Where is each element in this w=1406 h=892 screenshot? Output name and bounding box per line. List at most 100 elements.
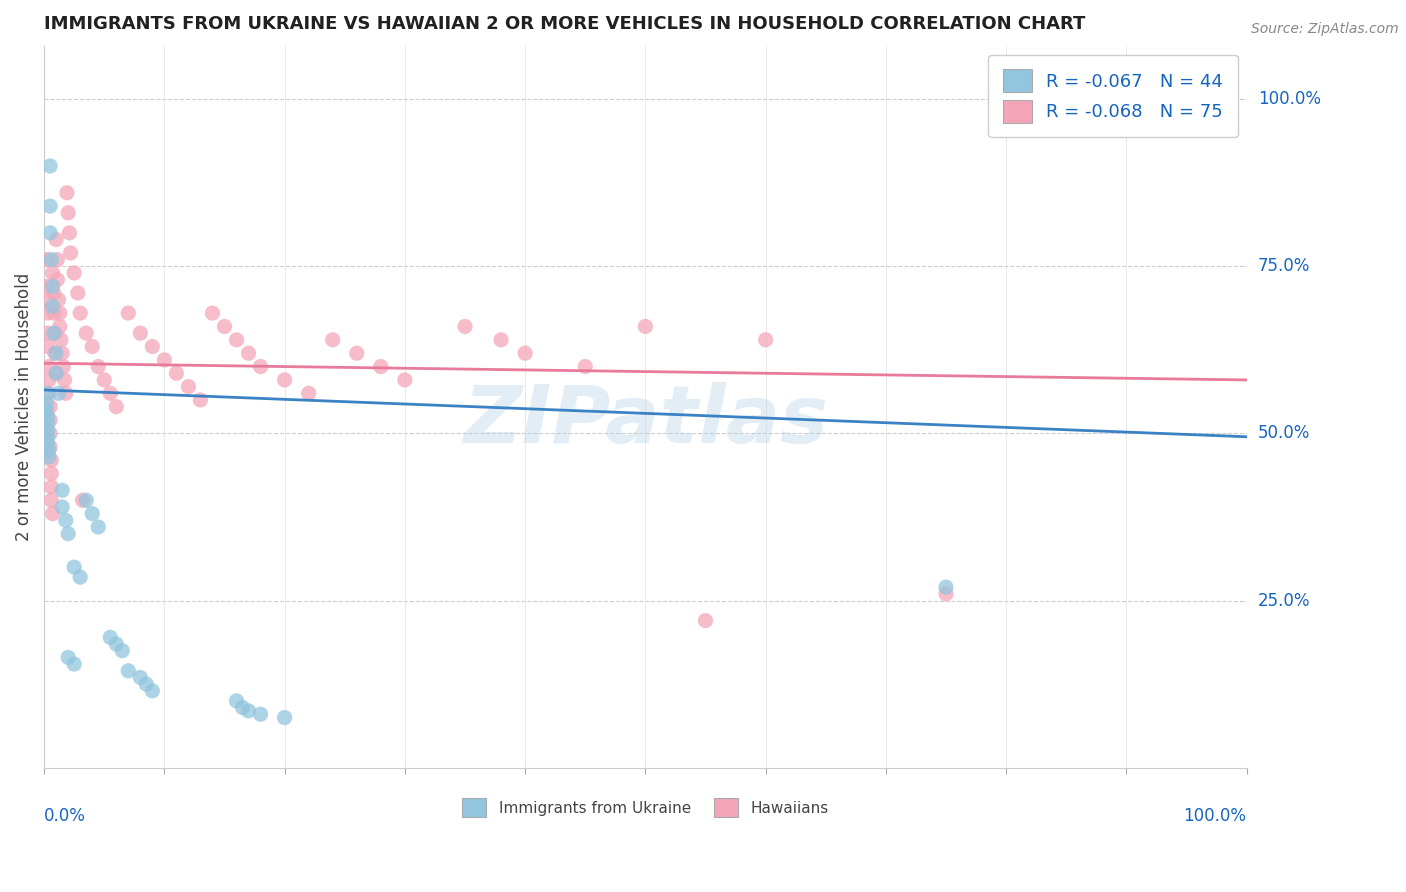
Point (82, 339, 104, 353)
Point (37, 417, 59, 431)
Point (37, 436, 59, 450)
Text: Source: ZipAtlas.com: Source: ZipAtlas.com (1251, 22, 1399, 37)
Point (53, 373, 76, 387)
Point (41, 453, 63, 467)
Point (45, 233, 67, 247)
Point (38, 359, 60, 374)
Point (489, 333, 512, 347)
Legend: Immigrants from Ukraine, Hawaiians: Immigrants from Ukraine, Hawaiians (454, 790, 837, 825)
Point (41, 279, 63, 293)
Point (46, 273, 69, 287)
Point (51, 346, 73, 360)
Point (63, 266, 86, 280)
Point (141, 339, 163, 353)
Point (273, 710, 295, 724)
Point (37, 430, 59, 444)
Point (51, 483, 73, 498)
Point (249, 707, 271, 722)
Point (56, 526, 79, 541)
Text: IMMIGRANTS FROM UKRAINE VS HAWAIIAN 2 OR MORE VEHICLES IN HOUSEHOLD CORRELATION : IMMIGRANTS FROM UKRAINE VS HAWAIIAN 2 OR… (44, 15, 1085, 33)
Point (44, 326, 66, 340)
Point (48, 293, 70, 307)
Point (41, 266, 63, 280)
Point (39, 413, 62, 427)
Point (249, 359, 271, 374)
Point (574, 359, 596, 374)
Point (42, 306, 65, 320)
Point (98, 631, 121, 645)
Point (129, 326, 152, 340)
Point (454, 319, 477, 334)
Point (322, 333, 344, 347)
Point (87, 520, 110, 534)
Point (38, 373, 60, 387)
Point (105, 637, 128, 651)
Point (42, 286, 65, 301)
Point (56, 186, 79, 200)
Point (39, 226, 62, 240)
Text: ZIPatlas: ZIPatlas (463, 382, 828, 460)
Point (165, 366, 187, 380)
Point (238, 346, 260, 360)
Point (37, 306, 59, 320)
Point (37, 326, 59, 340)
Point (117, 306, 139, 320)
Point (98, 386, 121, 401)
Point (298, 386, 321, 401)
Point (38, 443, 60, 458)
Point (41, 300, 63, 314)
Point (63, 560, 86, 574)
Point (231, 700, 253, 714)
Point (37, 409, 59, 424)
Text: 25.0%: 25.0% (1258, 591, 1310, 609)
Point (634, 319, 657, 334)
Point (41, 467, 63, 481)
Point (141, 683, 163, 698)
Point (129, 670, 152, 684)
Point (346, 346, 368, 360)
Point (695, 614, 717, 628)
Point (39, 426, 62, 441)
Point (42, 326, 65, 340)
Point (35, 403, 58, 417)
Point (394, 373, 416, 387)
Point (69, 570, 91, 584)
Point (56, 650, 79, 665)
Text: 75.0%: 75.0% (1258, 257, 1310, 276)
Point (37, 423, 59, 437)
Point (117, 664, 139, 678)
Point (48, 386, 70, 401)
Point (45, 346, 67, 360)
Text: 100.0%: 100.0% (1184, 807, 1247, 825)
Point (45, 366, 67, 380)
Point (87, 359, 110, 374)
Point (49, 333, 72, 347)
Point (56, 206, 79, 220)
Point (935, 580, 957, 594)
Point (39, 400, 62, 414)
Point (37, 293, 59, 307)
Point (75, 326, 97, 340)
Point (177, 379, 200, 393)
Point (48, 319, 70, 334)
Point (55, 386, 77, 401)
Point (41, 493, 63, 508)
Point (63, 657, 86, 671)
Point (225, 333, 247, 347)
Point (93, 373, 115, 387)
Point (37, 339, 59, 353)
Point (58, 226, 80, 240)
Point (69, 306, 91, 320)
Point (66, 286, 89, 301)
Point (39, 440, 62, 454)
Point (41, 480, 63, 494)
Point (52, 359, 75, 374)
Point (513, 346, 536, 360)
Point (55, 513, 77, 527)
Point (35, 252, 58, 267)
Point (38, 386, 60, 401)
Text: 0.0%: 0.0% (44, 807, 86, 825)
Point (214, 319, 236, 334)
Point (153, 352, 176, 367)
Point (39, 199, 62, 213)
